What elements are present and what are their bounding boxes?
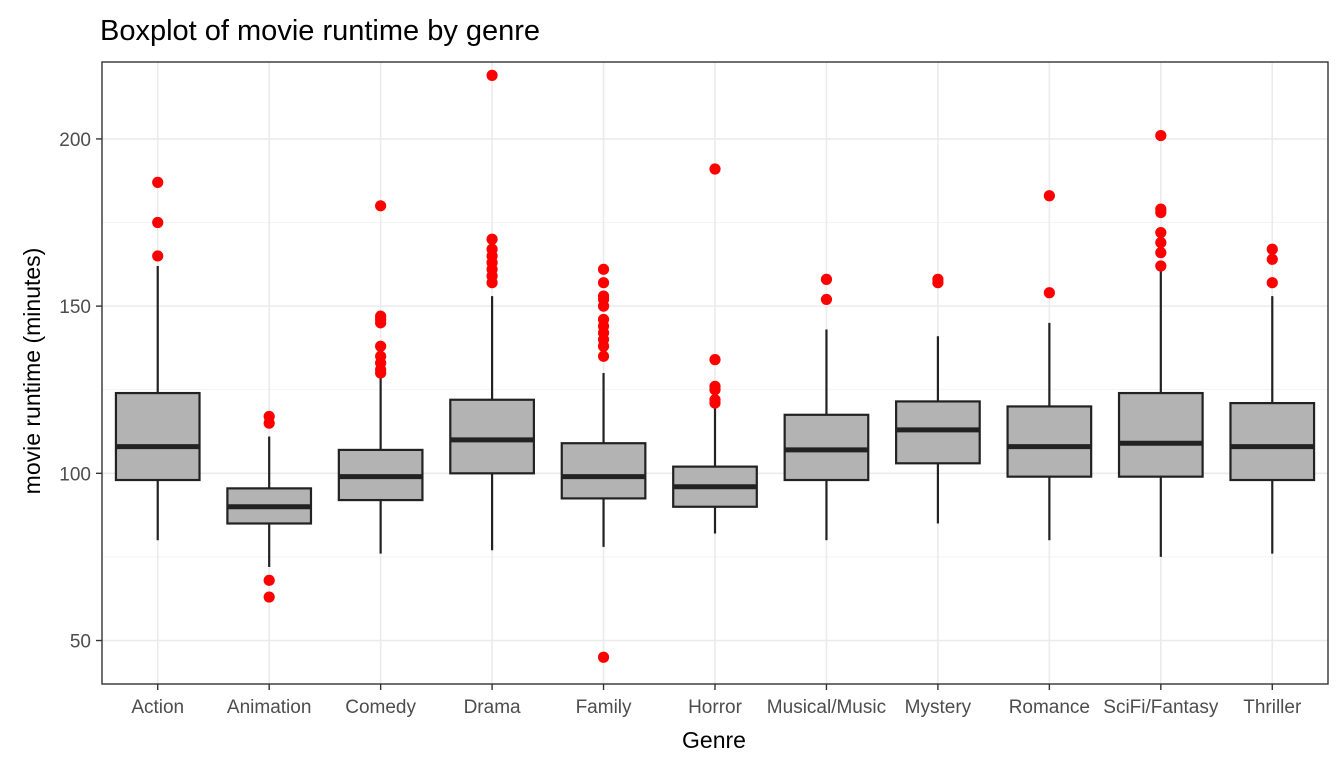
box-animation xyxy=(226,410,313,603)
outlier-point xyxy=(1155,129,1167,142)
box-body xyxy=(1117,391,1204,478)
outlier-point xyxy=(486,243,498,255)
x-tick-label: Action xyxy=(131,697,184,718)
box-musical-music xyxy=(783,273,870,541)
box-scifi-fantasy xyxy=(1117,129,1204,557)
box-thriller xyxy=(1229,243,1316,554)
x-tick-label: Musical/Music xyxy=(767,697,886,718)
outlier-point xyxy=(375,350,387,362)
outlier-point xyxy=(932,273,944,285)
outlier-point xyxy=(1043,190,1055,202)
outlier-point xyxy=(1155,260,1167,272)
outlier-point xyxy=(375,200,387,212)
x-tick-label: Horror xyxy=(688,697,743,718)
x-tick-label: Romance xyxy=(1009,697,1090,718)
chart-title: Boxplot of movie runtime by genre xyxy=(100,15,540,47)
box-body xyxy=(1229,401,1316,482)
box-body xyxy=(449,398,535,475)
outlier-point xyxy=(597,350,610,362)
box-comedy xyxy=(337,200,424,554)
outlier-point xyxy=(709,354,721,366)
outlier-point xyxy=(1266,243,1278,255)
outlier-point xyxy=(375,340,387,352)
box-drama xyxy=(449,69,535,551)
axes: 50 100 150 200 Action Animation Comedy Drama Fam… xyxy=(59,130,1302,718)
outlier-point xyxy=(1155,247,1167,259)
outlier-point xyxy=(1155,226,1167,239)
box-mystery xyxy=(895,273,981,524)
box-romance xyxy=(1006,190,1093,541)
outlier-point xyxy=(152,216,164,229)
outlier-point xyxy=(486,69,498,81)
y-axis-title: movie runtime (minutes) xyxy=(19,248,45,495)
outlier-point xyxy=(597,290,610,302)
outlier-point xyxy=(597,277,610,289)
box-body xyxy=(560,442,647,500)
box-body xyxy=(114,391,201,482)
y-tick-label: 100 xyxy=(59,464,91,485)
outlier-point xyxy=(597,651,610,663)
outlier-point xyxy=(1266,277,1278,289)
box-body xyxy=(895,400,981,465)
outlier-point xyxy=(152,176,164,188)
outlier-point xyxy=(597,263,610,275)
outlier-point xyxy=(1266,253,1278,265)
outlier-point xyxy=(709,163,721,175)
outlier-point xyxy=(375,310,387,322)
outlier-point xyxy=(709,380,721,392)
outlier-point xyxy=(263,574,275,586)
grid-lines xyxy=(102,62,1328,684)
y-tick-label: 150 xyxy=(59,297,91,318)
outlier-point xyxy=(263,591,275,603)
outlier-point xyxy=(820,273,833,285)
x-tick-label: Drama xyxy=(464,697,521,718)
box-action xyxy=(114,176,201,541)
outlier-point xyxy=(1155,236,1167,249)
box-body xyxy=(1006,405,1093,478)
x-tick-label: SciFi/Fantasy xyxy=(1103,697,1219,718)
x-tick-label: Mystery xyxy=(905,697,972,718)
x-axis-title: Genre xyxy=(682,727,746,753)
box-body xyxy=(783,413,870,482)
outlier-point xyxy=(152,250,164,262)
y-tick-label: 200 xyxy=(59,130,91,151)
x-tick-label: Animation xyxy=(227,697,312,718)
x-tick-label: Thriller xyxy=(1243,697,1302,718)
outlier-point xyxy=(597,313,610,326)
outlier-point xyxy=(820,293,833,306)
box-horror xyxy=(672,163,758,534)
plot-marks xyxy=(114,69,1316,663)
box-family xyxy=(560,263,647,663)
outlier-point xyxy=(486,233,498,245)
outlier-point xyxy=(1155,203,1167,215)
x-tick-label: Comedy xyxy=(345,697,416,718)
outlier-point xyxy=(1043,287,1055,299)
y-tick-label: 50 xyxy=(70,632,91,653)
outlier-point xyxy=(263,410,275,423)
outlier-point xyxy=(709,394,721,406)
x-tick-label: Family xyxy=(576,697,632,718)
